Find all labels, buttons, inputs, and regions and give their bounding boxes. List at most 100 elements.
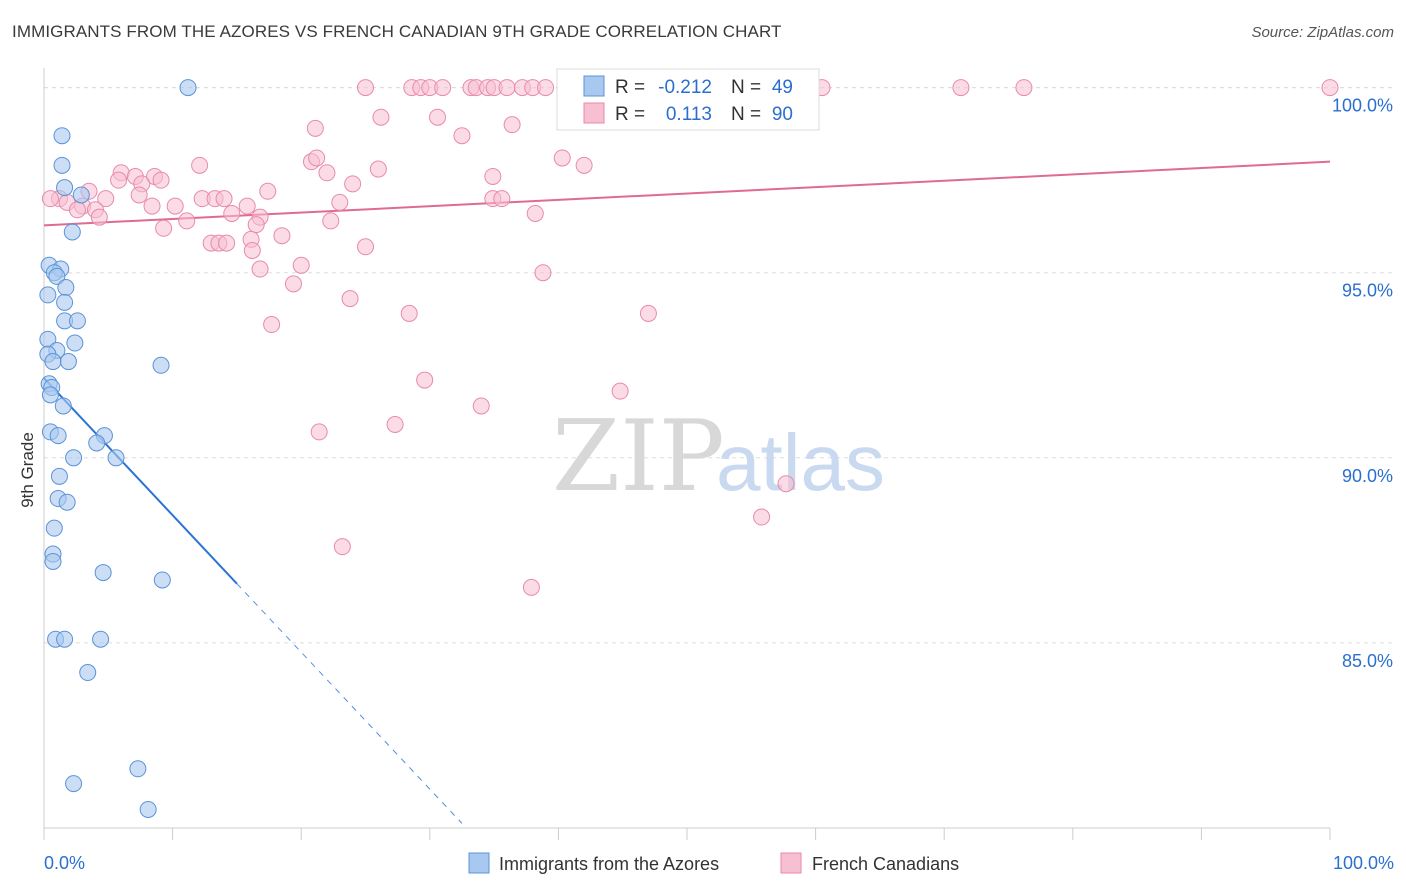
- point-french-canadians: [372, 108, 390, 126]
- trend-line-azores-extrapolated: [236, 583, 463, 824]
- point-azores: [59, 353, 77, 371]
- point-azores: [53, 156, 71, 174]
- point-french-canadians: [90, 208, 108, 226]
- point-azores: [153, 571, 171, 589]
- point-azores: [44, 552, 62, 570]
- point-french-canadians: [1321, 79, 1339, 97]
- point-azores: [65, 449, 83, 467]
- point-french-canadians: [575, 156, 593, 174]
- point-french-canadians: [611, 382, 629, 400]
- point-azores: [56, 293, 74, 311]
- point-azores: [44, 353, 62, 371]
- stats-n-label-1: N =: [731, 77, 761, 98]
- point-azores: [107, 449, 125, 467]
- stats-r-value-1: -0.212: [658, 77, 712, 98]
- watermark: ZIP atlas: [552, 400, 885, 514]
- point-french-canadians: [498, 79, 516, 97]
- point-azores: [94, 564, 112, 582]
- point-french-canadians: [223, 204, 241, 222]
- point-french-canadians: [357, 238, 374, 256]
- watermark-atlas: atlas: [716, 418, 885, 507]
- point-azores: [79, 664, 97, 682]
- point-french-canadians: [218, 234, 236, 252]
- point-french-canadians: [143, 197, 161, 215]
- point-french-canadians: [152, 171, 170, 189]
- point-french-canadians: [553, 149, 571, 167]
- point-azores: [68, 312, 86, 330]
- point-french-canadians: [322, 212, 340, 230]
- point-french-canadians: [243, 242, 261, 259]
- legend-label-french-canadians: French Canadians: [812, 854, 959, 874]
- point-french-canadians: [97, 190, 115, 208]
- point-french-canadians: [215, 190, 233, 208]
- point-azores: [41, 386, 59, 404]
- point-azores: [72, 186, 90, 204]
- point-french-canadians: [318, 164, 336, 182]
- point-azores: [179, 79, 197, 97]
- point-french-canadians: [191, 156, 209, 174]
- y-tick-label: 85.0%: [1342, 651, 1393, 671]
- stats-n-value-1: 49: [772, 77, 793, 98]
- point-azores: [56, 630, 74, 648]
- x-tick-label-max: 100.0%: [1333, 853, 1394, 873]
- point-french-canadians: [777, 475, 795, 493]
- point-french-canadians: [952, 79, 970, 97]
- stats-r-value-2: 0.113: [666, 104, 712, 125]
- point-french-canadians: [251, 260, 269, 278]
- watermark-zip: ZIP: [552, 400, 725, 514]
- data-points: [39, 79, 1339, 818]
- point-azores: [139, 800, 157, 818]
- stats-r-label-1: R =: [615, 77, 645, 98]
- point-french-canadians: [639, 304, 657, 322]
- point-french-canadians: [259, 182, 277, 200]
- y-tick-label: 100.0%: [1332, 96, 1393, 116]
- point-azores: [57, 279, 75, 297]
- y-tick-label: 95.0%: [1342, 281, 1393, 301]
- y-tick-labels: 100.0% 95.0% 90.0% 85.0%: [1332, 96, 1393, 671]
- x-tick-label-min: 0.0%: [44, 853, 85, 873]
- point-french-canadians: [357, 79, 374, 97]
- point-french-canadians: [155, 219, 173, 237]
- point-french-canadians: [344, 175, 362, 193]
- point-french-canadians: [484, 167, 502, 185]
- point-french-canadians: [1015, 79, 1033, 97]
- legend-label-azores: Immigrants from the Azores: [499, 854, 719, 874]
- point-french-canadians: [68, 201, 86, 219]
- chart-title: IMMIGRANTS FROM THE AZORES VS FRENCH CAN…: [12, 22, 782, 41]
- point-french-canadians: [386, 415, 404, 433]
- point-french-canadians: [453, 127, 471, 145]
- y-tick-label: 90.0%: [1342, 466, 1393, 486]
- point-french-canadians: [178, 212, 196, 230]
- point-azores: [129, 760, 147, 778]
- point-french-canadians: [493, 190, 511, 208]
- point-french-canadians: [166, 197, 184, 215]
- point-french-canadians: [333, 538, 351, 556]
- y-axis-label: 9th Grade: [18, 432, 37, 508]
- bottom-legend: Immigrants from the Azores French Canadi…: [468, 852, 959, 874]
- point-french-canadians: [263, 316, 281, 334]
- point-french-canadians: [341, 290, 359, 308]
- point-french-canadians: [238, 197, 256, 215]
- point-french-canadians: [434, 79, 452, 97]
- legend-swatch-azores: [468, 852, 490, 874]
- point-french-canadians: [331, 193, 349, 211]
- point-french-canadians: [292, 256, 310, 274]
- point-azores: [45, 519, 63, 537]
- point-french-canadians: [753, 508, 771, 526]
- point-french-canadians: [110, 171, 128, 189]
- point-azores: [48, 267, 66, 285]
- trend-line-azores: [43, 377, 238, 585]
- point-azores: [152, 356, 170, 374]
- gridlines: [44, 87, 1392, 644]
- legend-swatch-french-canadians: [780, 852, 802, 874]
- stats-swatch-blue: [583, 75, 605, 97]
- point-azores: [92, 630, 110, 648]
- point-french-canadians: [472, 397, 490, 415]
- point-french-canadians: [369, 160, 387, 178]
- point-french-canadians: [534, 264, 552, 282]
- point-french-canadians: [308, 149, 326, 167]
- point-azores: [65, 775, 83, 793]
- stats-n-value-2: 90: [772, 104, 793, 125]
- stats-swatch-pink: [583, 102, 605, 124]
